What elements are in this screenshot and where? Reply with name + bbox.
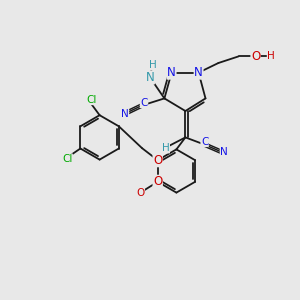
Text: C: C bbox=[201, 136, 208, 147]
Text: H: H bbox=[148, 59, 156, 70]
Text: H: H bbox=[267, 51, 275, 62]
Text: Cl: Cl bbox=[62, 154, 72, 164]
Text: O: O bbox=[153, 175, 162, 188]
Text: H: H bbox=[162, 143, 170, 153]
Text: N: N bbox=[121, 109, 129, 119]
Text: Cl: Cl bbox=[86, 94, 96, 105]
Text: C: C bbox=[140, 98, 148, 108]
Text: O: O bbox=[136, 188, 144, 198]
Text: O: O bbox=[153, 154, 162, 167]
Text: N: N bbox=[167, 66, 176, 79]
Text: N: N bbox=[220, 147, 228, 158]
Text: N: N bbox=[146, 71, 154, 84]
Text: N: N bbox=[194, 66, 203, 79]
Text: O: O bbox=[251, 50, 260, 63]
